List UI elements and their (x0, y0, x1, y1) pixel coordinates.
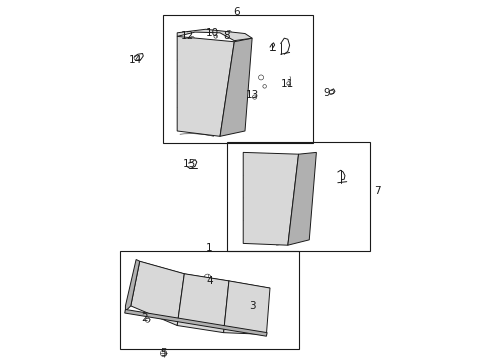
Text: 8: 8 (223, 31, 230, 41)
Text: 7: 7 (374, 186, 380, 195)
Text: 2: 2 (142, 313, 148, 323)
Text: 15: 15 (183, 159, 196, 169)
Polygon shape (220, 38, 252, 136)
Polygon shape (243, 152, 298, 245)
Polygon shape (288, 152, 317, 245)
Polygon shape (177, 36, 234, 136)
Polygon shape (131, 261, 184, 325)
Polygon shape (125, 260, 140, 311)
Bar (120, 251, 298, 349)
Text: 12: 12 (181, 31, 195, 41)
Polygon shape (223, 281, 270, 334)
Polygon shape (125, 310, 267, 336)
Polygon shape (177, 29, 252, 41)
Text: 4: 4 (206, 276, 213, 286)
Text: 3: 3 (249, 301, 255, 311)
Text: 1: 1 (206, 243, 213, 253)
Text: 14: 14 (129, 55, 142, 64)
Polygon shape (177, 274, 229, 333)
Text: 5: 5 (160, 348, 167, 358)
Text: 6: 6 (233, 7, 240, 17)
Text: 11: 11 (281, 78, 294, 89)
Text: 10: 10 (206, 28, 219, 38)
Text: 13: 13 (246, 90, 260, 100)
Bar (227, 142, 370, 251)
Bar (163, 15, 313, 144)
Text: 9: 9 (324, 89, 330, 99)
